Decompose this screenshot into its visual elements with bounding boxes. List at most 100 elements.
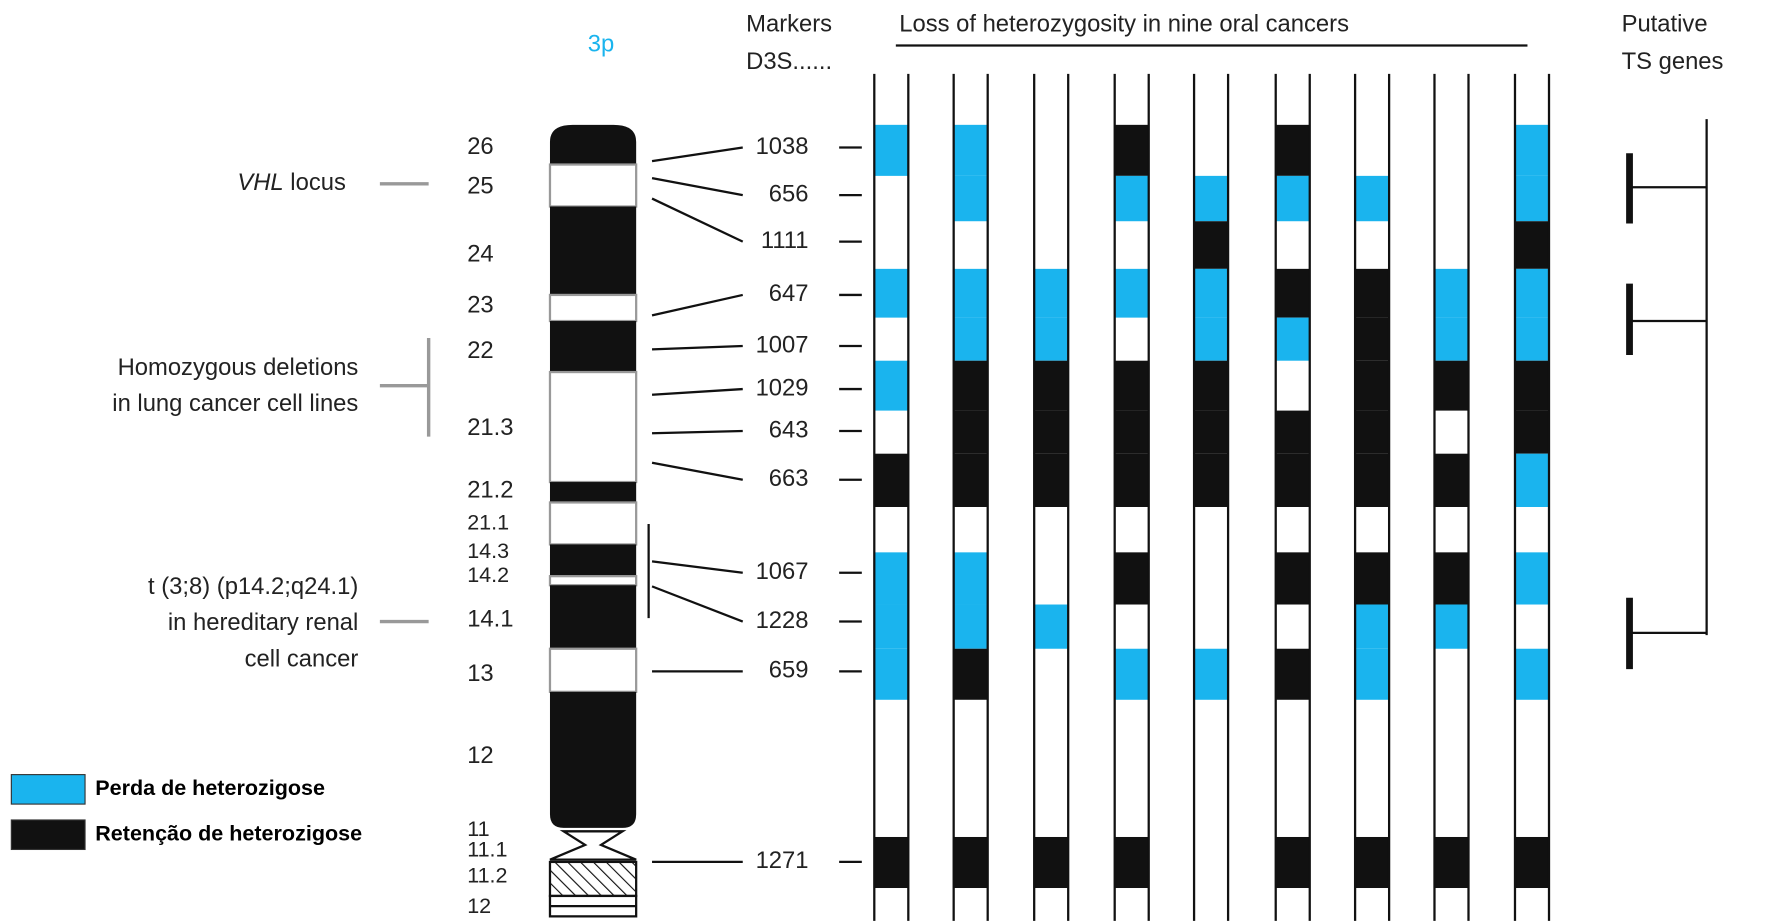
marker-state <box>1194 649 1228 700</box>
marker-state <box>1034 605 1068 649</box>
marker-connector <box>652 586 743 621</box>
band-label: 24 <box>467 241 493 268</box>
marker-state <box>1194 221 1228 269</box>
marker-state <box>1194 176 1228 221</box>
marker-state <box>1194 411 1228 454</box>
deletions-annotation: Homozygous deletions <box>118 354 359 381</box>
markers-title: D3S...... <box>746 48 832 75</box>
marker-connector <box>652 389 743 395</box>
marker-state <box>954 269 988 318</box>
marker-state <box>1515 552 1549 604</box>
marker-state <box>1515 125 1549 176</box>
marker-connector <box>652 178 743 195</box>
translocation-annotation: t (3;8) (p14.2;q24.1) <box>148 573 358 600</box>
marker-state <box>1515 269 1549 318</box>
marker-state <box>1276 837 1310 888</box>
marker-state <box>1355 454 1389 507</box>
marker-state <box>1115 411 1149 454</box>
vhl-gene: VHL <box>237 169 283 196</box>
legend-label: Retenção de heterozigose <box>95 821 362 845</box>
marker-state <box>1115 454 1149 507</box>
marker-state <box>1355 176 1389 221</box>
band-label: 14.3 <box>467 539 509 563</box>
marker-state <box>1115 649 1149 700</box>
translocation-annotation: in hereditary renal <box>168 609 358 636</box>
band-label: 12 <box>467 742 493 769</box>
band-label: 22 <box>467 337 493 364</box>
marker-state <box>1515 176 1549 221</box>
marker-state <box>1434 552 1468 604</box>
marker-state <box>1034 361 1068 411</box>
marker-state <box>954 454 988 507</box>
marker-label: 643 <box>769 416 809 443</box>
markers-title: Markers <box>746 10 832 37</box>
band-label: 12 <box>467 894 491 918</box>
band-label: 23 <box>467 292 493 319</box>
marker-label: 1067 <box>756 558 809 585</box>
band-label: 14.1 <box>467 606 513 633</box>
marker-label: 659 <box>769 657 809 684</box>
marker-state <box>1515 454 1549 507</box>
marker-state <box>1434 837 1468 888</box>
marker-label: 656 <box>769 180 809 207</box>
marker-label: 1038 <box>756 133 809 160</box>
marker-label: 1111 <box>761 227 809 254</box>
marker-state <box>1434 361 1468 411</box>
marker-label: 1029 <box>756 374 809 401</box>
legend-swatch <box>11 775 85 804</box>
marker-state <box>1276 125 1310 176</box>
marker-state <box>1434 269 1468 318</box>
marker-connector <box>652 199 743 242</box>
chromosome <box>550 125 636 917</box>
marker-connector <box>652 346 743 349</box>
marker-state <box>1355 269 1389 318</box>
marker-state <box>1034 269 1068 318</box>
marker-state <box>1434 318 1468 361</box>
marker-connector <box>652 148 743 162</box>
marker-state <box>874 125 908 176</box>
marker-state <box>1355 837 1389 888</box>
band-label: 11.1 <box>467 837 507 861</box>
marker-state <box>1515 221 1549 269</box>
marker-state <box>1115 176 1149 221</box>
ts-title: Putative <box>1622 10 1708 37</box>
marker-state <box>1194 318 1228 361</box>
marker-state <box>1434 605 1468 649</box>
marker-state <box>874 454 908 507</box>
legend-swatch <box>11 820 85 849</box>
marker-state <box>1515 837 1549 888</box>
marker-label: 1228 <box>756 607 809 634</box>
marker-state <box>1355 605 1389 649</box>
marker-state <box>1276 269 1310 318</box>
marker-connector <box>652 295 743 315</box>
marker-state <box>954 649 988 700</box>
band-label: 26 <box>467 133 493 160</box>
marker-state <box>874 552 908 604</box>
marker-state <box>1034 454 1068 507</box>
marker-state <box>1276 552 1310 604</box>
marker-state <box>1515 361 1549 411</box>
marker-state <box>1515 649 1549 700</box>
marker-state <box>1355 649 1389 700</box>
band-label: 21.1 <box>467 511 509 535</box>
marker-state <box>1276 454 1310 507</box>
band-label: 11.2 <box>467 863 507 887</box>
marker-state <box>874 361 908 411</box>
marker-state <box>1355 411 1389 454</box>
marker-state <box>954 176 988 221</box>
ts-title: TS genes <box>1622 48 1724 75</box>
marker-state <box>1355 318 1389 361</box>
marker-state <box>1515 411 1549 454</box>
band-label: 21.3 <box>467 414 513 441</box>
marker-state <box>954 552 988 604</box>
vhl-text: locus <box>290 169 346 196</box>
marker-state <box>874 649 908 700</box>
band-label: 21.2 <box>467 476 513 503</box>
marker-label: 1271 <box>756 847 809 874</box>
deletions-annotation: in lung cancer cell lines <box>112 390 358 417</box>
band-label: 13 <box>467 660 493 687</box>
marker-state <box>1034 411 1068 454</box>
band-label: 14.2 <box>467 563 509 587</box>
legend-label: Perda de heterozigose <box>95 776 325 800</box>
ts-bracket <box>1630 119 1707 669</box>
